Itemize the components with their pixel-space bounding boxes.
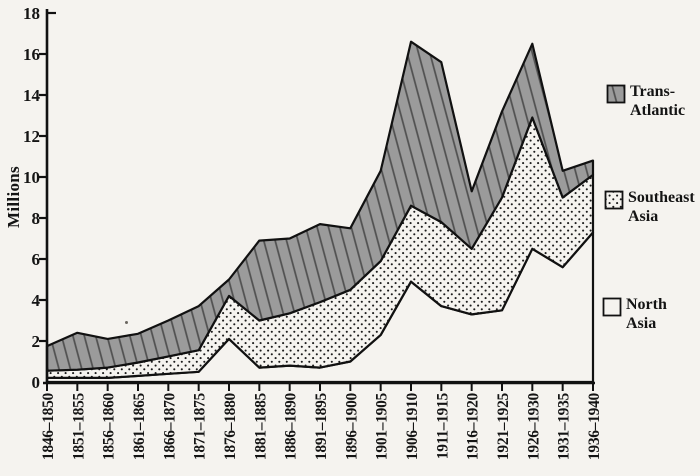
y-tick-label: 16	[23, 45, 40, 64]
legend-label-line: Southeast	[628, 189, 695, 206]
x-tick-label: 1911–1915	[434, 392, 451, 459]
x-tick-label: 1876–1880	[222, 392, 239, 460]
y-tick-label: 14	[23, 86, 41, 105]
legend-label-line: Asia	[626, 315, 657, 332]
x-tick-label: 1916–1920	[465, 392, 482, 460]
areas-layer	[45, 40, 595, 384]
axes-layer	[39, 9, 595, 391]
x-tick-label: 1901–1905	[374, 392, 391, 460]
x-tick-label: 1926–1930	[525, 392, 542, 460]
y-tick-label: 4	[32, 291, 41, 310]
x-tick-label: 1861–1865	[131, 392, 148, 460]
legend-label-line: Asia	[628, 208, 659, 225]
legend-item-north-asia: North Asia	[602, 295, 667, 333]
southeast-asia-swatch-icon	[604, 190, 624, 210]
y-tick-label: 6	[32, 250, 41, 269]
north-asia-swatch-icon	[602, 297, 622, 317]
y-tick-label: 0	[32, 373, 41, 392]
x-tick-label: 1846–1850	[40, 392, 57, 460]
x-tick-label: 1921–1925	[495, 392, 512, 460]
y-tick-label: 2	[32, 332, 41, 351]
x-tick-label: 1866–1870	[161, 392, 178, 460]
y-tick-label: 10	[23, 168, 40, 187]
legend-label-line: North	[626, 296, 667, 313]
trans-atlantic-swatch-icon	[606, 84, 626, 104]
legend-label-southeast-asia: Southeast Asia	[628, 188, 695, 226]
y-tick-label: 18	[23, 4, 40, 23]
legend-label-trans-atlantic: Trans- Atlantic	[630, 82, 685, 120]
area-trans-atlantic	[45, 40, 595, 372]
x-tick-label: 1886–1890	[283, 392, 300, 460]
y-tick-label: 12	[23, 127, 40, 146]
x-tick-label: 1896–1900	[343, 392, 360, 460]
legend-item-trans-atlantic: Trans- Atlantic	[606, 82, 685, 120]
x-tick-label: 1856–1860	[101, 392, 118, 460]
x-tick-label: 1881–1885	[252, 392, 269, 460]
x-tick-label: 1871–1875	[192, 392, 209, 460]
legend-label-north-asia: North Asia	[626, 295, 667, 333]
print-speck	[125, 321, 128, 324]
x-tick-label: 1851–1855	[70, 392, 87, 460]
legend-label-line: Atlantic	[630, 102, 686, 119]
y-tick-label: 8	[32, 209, 41, 228]
legend-item-southeast-asia: Southeast Asia	[604, 188, 695, 226]
y-axis-title: Millions	[4, 166, 23, 228]
legend-label-line: Trans-	[630, 83, 676, 100]
x-tick-label: 1936–1940	[586, 392, 603, 460]
x-tick-label: 1891–1895	[313, 392, 330, 460]
x-tick-label: 1931–1935	[556, 392, 573, 460]
x-tick-label: 1906–1910	[404, 392, 421, 460]
axis-labels-layer: 0 2 4 6 8 10 12 14 16 18 1846–1850 1851–1855 1856–18…	[23, 4, 603, 460]
